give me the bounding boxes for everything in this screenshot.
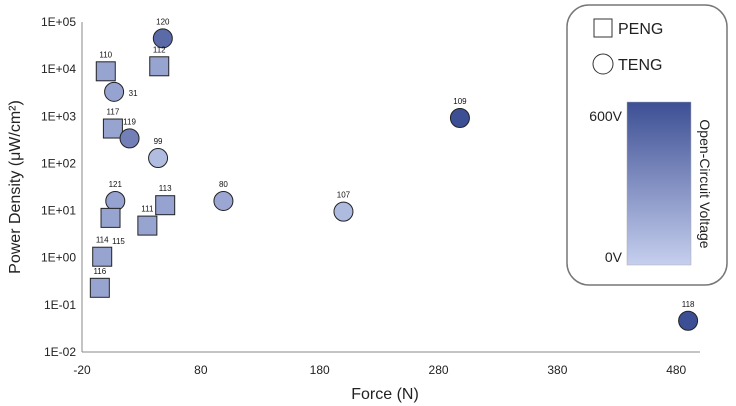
teng-point-80: [213, 190, 234, 211]
legend-square-marker: [593, 18, 613, 38]
teng-point-119: [119, 128, 140, 149]
teng-point-118: [678, 310, 699, 331]
y-axis-title: Power Density (μW/cm²): [7, 100, 24, 274]
point-label-116: 116: [93, 267, 106, 276]
colorbar-title: Open-Circuit Voltage: [697, 119, 713, 248]
teng-point-31: [104, 81, 125, 102]
colorbar-max-label: 600V: [589, 108, 622, 124]
legend-label-teng: TENG: [618, 57, 662, 74]
y-tick-label: 1E-01: [44, 298, 76, 312]
legend-label-peng: PENG: [618, 21, 663, 38]
point-label-117: 117: [107, 108, 120, 117]
point-label-31: 31: [129, 89, 138, 98]
point-label-112: 112: [153, 45, 166, 54]
peng-point-113: [155, 195, 176, 216]
peng-point-110: [95, 61, 116, 82]
x-tick-label: 380: [547, 363, 567, 377]
peng-point-114: [92, 246, 113, 267]
point-label-99: 99: [154, 137, 163, 146]
y-tick-label: 1E+01: [41, 204, 76, 218]
point-label-111: 111: [141, 205, 154, 214]
peng-point-112: [149, 56, 170, 77]
x-tick-label: -20: [73, 363, 91, 377]
y-tick-label: 1E+03: [41, 109, 76, 123]
point-label-107: 107: [337, 191, 351, 200]
axes: [81, 22, 700, 353]
teng-point-107: [333, 201, 354, 222]
y-tick-label: 1E+05: [41, 15, 76, 29]
point-label-114: 114: [96, 236, 109, 245]
y-tick-label: 1E-02: [44, 345, 76, 359]
y-tick-label: 1E+02: [41, 156, 76, 170]
x-tick-label: 480: [666, 363, 686, 377]
peng-point-111: [137, 215, 158, 236]
y-tick-label: 1E+04: [41, 62, 76, 76]
y-tick-labels: 1E-02 1E-01 1E+00 1E+01 1E+02 1E+03 1E+04 1E+05: [41, 15, 76, 359]
point-label-80: 80: [219, 180, 228, 189]
teng-point-99: [148, 148, 169, 169]
x-tick-label: 180: [310, 363, 330, 377]
point-label-115: 115: [112, 237, 125, 246]
peng-point-117: [102, 118, 123, 139]
legend-circle-marker: [592, 53, 614, 75]
teng-point-121: [105, 190, 126, 211]
point-label-119: 119: [123, 117, 136, 126]
x-tick-label: 280: [429, 363, 449, 377]
x-axis-title: Force (N): [351, 386, 419, 403]
peng-point-116: [89, 277, 110, 298]
y-tick-label: 1E+00: [41, 251, 76, 265]
teng-point-120: [152, 28, 173, 49]
point-label-113: 113: [159, 184, 172, 193]
point-label-121: 121: [109, 180, 123, 189]
point-label-109: 109: [453, 97, 467, 106]
point-label-118: 118: [682, 300, 695, 309]
x-tick-labels: -20 80 180 280 380 480: [73, 363, 686, 377]
colorbar-min-label: 0V: [605, 249, 623, 265]
x-tick-label: 80: [194, 363, 208, 377]
point-label-110: 110: [99, 50, 112, 59]
legend-box: PENG TENG 600V 0V Open-Circuit Voltage: [566, 4, 728, 286]
point-label-120: 120: [156, 17, 170, 26]
teng-point-109: [449, 107, 470, 128]
colorbar: [626, 101, 692, 266]
peng-point-115: [100, 207, 121, 228]
